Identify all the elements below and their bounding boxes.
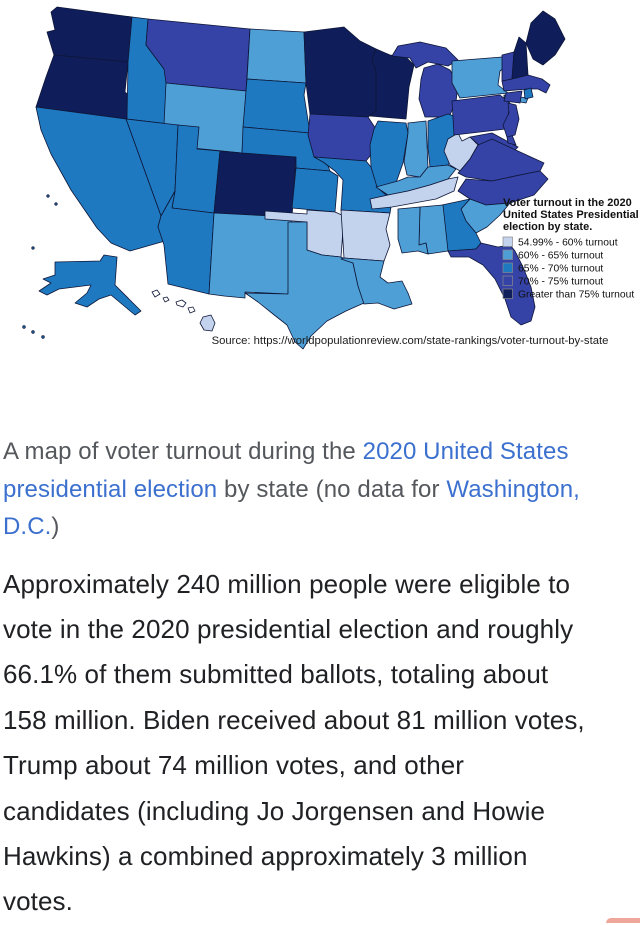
legend-swatch xyxy=(502,262,513,273)
state-NY xyxy=(451,56,509,99)
legend-item-label: 54.99% - 60% turnout xyxy=(518,238,618,249)
state-MA xyxy=(501,74,551,94)
legend-title-line: United States Presidential xyxy=(503,209,639,221)
aleutian-islet xyxy=(22,325,26,329)
legend-item-label: 70% - 75% turnout xyxy=(518,277,603,288)
article-line: Approximately 240 million people were el… xyxy=(3,568,571,599)
scroll-widget-sliver[interactable] xyxy=(606,918,640,923)
state-SD xyxy=(242,78,311,134)
state-WA xyxy=(46,6,133,63)
article-line: 66.1% of them submitted ballots, totalin… xyxy=(3,659,549,690)
turnout-map-figure: Voter turnout in the 2020 United States … xyxy=(0,0,640,365)
legend-swatch xyxy=(502,249,513,260)
state-IL xyxy=(369,120,409,196)
caption-link[interactable]: D.C. xyxy=(3,513,52,540)
caption-link[interactable]: presidential election xyxy=(3,475,218,503)
legend-item-label: Greater than 75% turnout xyxy=(518,290,634,301)
state-ND xyxy=(246,28,307,84)
state-IN xyxy=(403,120,429,178)
state-NM xyxy=(208,212,293,299)
state-TX xyxy=(244,221,365,350)
state-CO xyxy=(213,150,297,218)
state-PA xyxy=(451,94,511,136)
state-IA xyxy=(307,113,377,162)
article-line: 158 million. Biden received about 81 mil… xyxy=(3,704,585,735)
state-MN xyxy=(303,26,377,118)
channel-islet xyxy=(54,202,58,206)
legend-title-line: election by state. xyxy=(503,221,592,233)
map-source-line: Source: https://worldpopulationreview.co… xyxy=(212,335,609,347)
legend-item-label: 65% - 70% turnout xyxy=(518,264,603,275)
caption-link[interactable]: Washington, xyxy=(446,475,580,503)
legend-swatch xyxy=(502,288,513,299)
aleutian-islet xyxy=(31,330,35,334)
state-NH xyxy=(511,36,529,80)
state-WI xyxy=(369,48,415,120)
hawaii-islet xyxy=(187,306,196,314)
map-legend: Voter turnout in the 2020 United States … xyxy=(502,197,639,301)
aleutian-islet xyxy=(31,246,35,250)
article-line: Hawkins) a combined approximately 3 mill… xyxy=(3,840,528,871)
article-line: candidates (including Jo Jorgensen and H… xyxy=(3,795,546,826)
state-NJ xyxy=(502,102,520,138)
article-line: votes. xyxy=(3,886,73,917)
state-HI xyxy=(199,314,216,332)
state-AR xyxy=(340,209,391,262)
state-MS xyxy=(397,206,429,255)
us-turnout-map: Voter turnout in the 2020 United States … xyxy=(22,6,639,350)
hawaii-islet xyxy=(175,299,187,308)
legend-swatch xyxy=(502,236,513,247)
hawaii-islet xyxy=(151,289,161,298)
caption-text: by state (no data for xyxy=(217,475,447,503)
legend-title-line: Voter turnout in the 2020 xyxy=(503,197,632,209)
caption-text: ) xyxy=(51,513,60,540)
state-KS xyxy=(291,167,339,213)
article-line: vote in the 2020 presidential election a… xyxy=(3,613,574,644)
state-ME xyxy=(525,10,566,66)
channel-islet xyxy=(46,194,50,198)
state-CA xyxy=(35,106,166,252)
hawaii-islet xyxy=(162,296,170,303)
state-CT xyxy=(503,90,523,104)
legend-swatch xyxy=(502,275,513,286)
caption-link[interactable]: 2020 United States xyxy=(362,438,569,465)
state-TN xyxy=(369,176,459,210)
state-AK xyxy=(38,254,142,316)
caption-text: A map of voter turnout during the xyxy=(3,438,363,465)
article-paragraph: Approximately 240 million people were el… xyxy=(0,562,640,925)
figure-caption: A map of voter turnout during the 2020 U… xyxy=(0,433,640,546)
state-FL xyxy=(447,242,536,326)
article-line: Trump about 74 million votes, and other xyxy=(3,750,465,781)
state-RI xyxy=(523,87,534,100)
legend-item-label: 60% - 65% turnout xyxy=(518,251,603,262)
aleutian-islet xyxy=(41,335,45,339)
state-LA xyxy=(340,257,413,310)
